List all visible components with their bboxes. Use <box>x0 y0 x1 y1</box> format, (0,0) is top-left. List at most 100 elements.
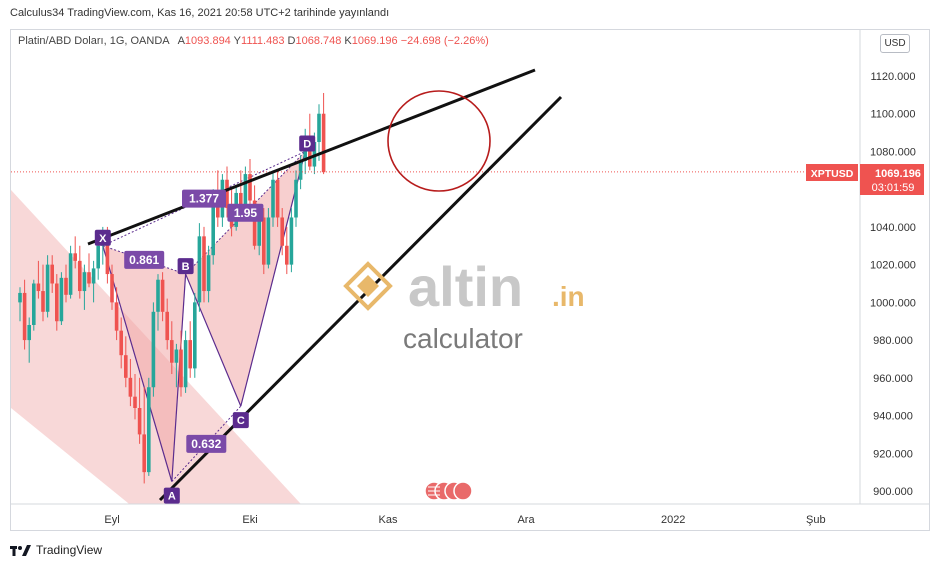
candle-body <box>78 260 82 292</box>
publish-credit: Calculus34 TradingView.com, Kas 16, 2021… <box>10 7 390 19</box>
price-tag-value: 1069.196 <box>875 168 921 180</box>
pattern-leg-ab <box>171 274 187 482</box>
ticker-tag <box>806 164 858 181</box>
time-axis[interactable]: Eyl Eki Kas Ara 2022 Şub <box>104 514 825 526</box>
candle-body <box>225 179 229 209</box>
pattern-point-c[interactable]: C <box>232 412 249 429</box>
watermark-logo <box>343 261 393 311</box>
candle-body <box>294 179 298 218</box>
price-tag-countdown: 03:01:59 <box>872 182 915 194</box>
candle-body <box>96 245 100 269</box>
candle-body <box>197 236 202 303</box>
candle-body <box>170 340 174 363</box>
candle-body <box>124 355 128 378</box>
pattern-ratio-line-xb <box>102 245 186 275</box>
ratio-label-bd[interactable]: 1.95 <box>227 203 264 222</box>
y-tick-label: 980.000 <box>873 335 913 347</box>
highlight-circle[interactable] <box>387 90 491 192</box>
candle-body <box>32 283 36 325</box>
candle-body <box>41 291 45 312</box>
candle-body <box>151 311 156 388</box>
candle-body <box>160 279 165 312</box>
ratio-label-xd[interactable]: 1.377 <box>182 189 226 208</box>
chart-frame[interactable] <box>10 29 930 531</box>
y-tick-label: 1120.000 <box>870 71 915 83</box>
pattern-point-a[interactable]: A <box>163 487 180 504</box>
upper-trendline[interactable] <box>87 68 536 246</box>
candle-body <box>280 217 284 246</box>
pattern-point-x[interactable]: X <box>94 229 111 246</box>
candle-body <box>68 253 73 295</box>
symbol-label: Platin/ABD Doları, 1G, OANDA <box>18 35 169 47</box>
svg-text:1.377: 1.377 <box>189 192 219 206</box>
price-tag-box <box>860 164 924 195</box>
pattern-point-d[interactable]: D <box>299 135 316 152</box>
candle-body <box>211 198 215 256</box>
candle-body <box>22 292 27 341</box>
candle-body <box>317 113 321 143</box>
candle-body <box>147 387 151 473</box>
footer-brand: TradingView <box>36 543 103 557</box>
high-value: 1111.483 <box>241 35 285 47</box>
event-flags[interactable] <box>424 481 473 501</box>
candle-body <box>202 236 206 292</box>
change-value: −24.698 (−2.26%) <box>400 35 489 47</box>
chart-legend: Platin/ABD Doları, 1G, OANDA A1093.894 Y… <box>18 35 489 47</box>
close-value: 1069.196 <box>351 35 398 47</box>
open-value: 1093.894 <box>184 35 231 47</box>
candle-body <box>55 283 59 322</box>
x-tick-label: Kas <box>379 514 398 526</box>
candle-body <box>216 198 220 218</box>
ratio-label-ac[interactable]: 0.632 <box>186 434 227 453</box>
candle-body <box>36 283 41 292</box>
candle-body <box>45 264 50 312</box>
candle-body <box>105 234 110 275</box>
candle-body <box>165 311 169 341</box>
low-prefix: D <box>287 35 296 47</box>
pattern-triangle-bcd <box>185 151 306 407</box>
candle-body <box>87 272 91 284</box>
candle-body <box>298 160 303 180</box>
candle-body <box>193 302 197 369</box>
y-tick-label: 920.000 <box>873 448 913 460</box>
candle-body <box>59 277 64 322</box>
pattern-triangle-xab <box>102 245 186 482</box>
candle-body <box>289 217 294 265</box>
y-tick-label: 1000.000 <box>870 297 916 309</box>
candle-body <box>128 377 133 397</box>
close-prefix: K <box>344 35 352 47</box>
y-tick-label: 1100.000 <box>870 109 915 121</box>
candle-body <box>137 408 142 435</box>
svg-text:0.861: 0.861 <box>129 253 159 267</box>
svg-text:1.95: 1.95 <box>234 206 258 220</box>
pattern-labels: X A B C D 0.861 0.632 1.95 1.377 <box>94 135 316 504</box>
candle-body <box>188 340 192 369</box>
candle-body <box>206 255 211 292</box>
candle-body <box>179 349 183 388</box>
price-axis[interactable]: 900.000 920.000 940.000 960.000 980.000 1000.… <box>870 71 916 498</box>
candle-body <box>174 349 179 363</box>
candle-body <box>27 325 31 341</box>
y-tick-label: 1040.000 <box>870 222 916 234</box>
watermark-suffix: .in <box>552 281 585 312</box>
tradingview-logo-icon <box>10 545 31 556</box>
pattern-point-b[interactable]: B <box>177 258 194 275</box>
candle-body <box>321 113 326 173</box>
candle-body <box>73 253 77 261</box>
candle-body <box>133 396 137 408</box>
candle-body <box>82 272 87 292</box>
x-tick-label: Eyl <box>104 514 119 526</box>
y-tick-label: 940.000 <box>873 411 913 423</box>
ratio-label-xb[interactable]: 0.861 <box>124 250 165 269</box>
svg-text:0.632: 0.632 <box>191 437 221 451</box>
y-tick-label: 1020.000 <box>870 260 916 272</box>
svg-text:A: A <box>168 491 176 503</box>
pattern-leg-xa <box>102 245 173 482</box>
x-tick-label: Ara <box>517 514 535 526</box>
currency-badge[interactable]: USD <box>880 34 910 53</box>
x-tick-label: 2022 <box>661 514 685 526</box>
candle-series <box>18 92 326 484</box>
candle-body <box>252 200 257 246</box>
candle-body <box>110 274 114 303</box>
